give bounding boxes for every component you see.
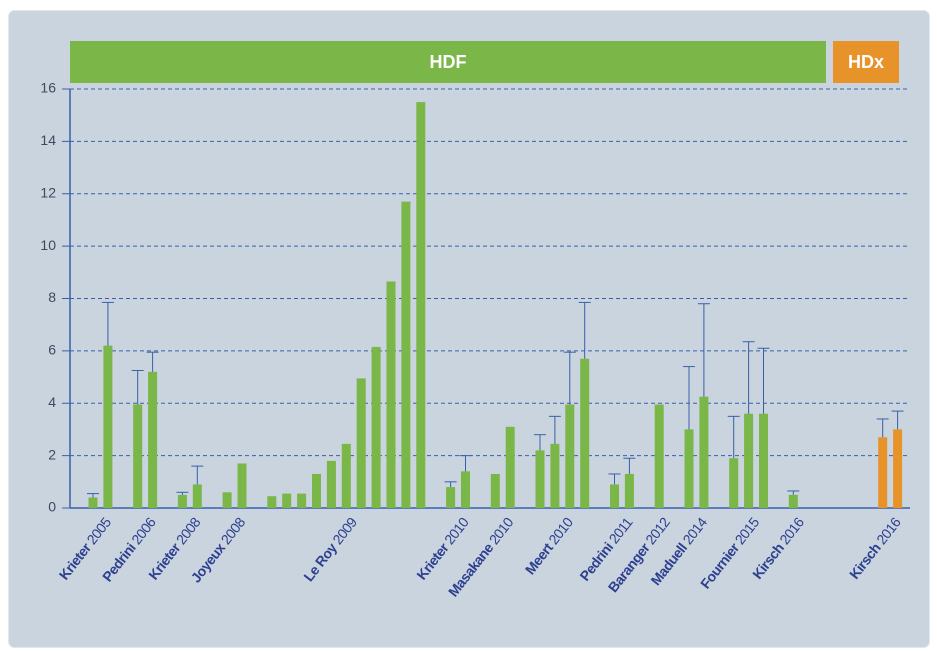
error-bar [876,418,889,438]
bar [88,497,98,508]
error-bar [623,457,636,474]
bar [341,443,351,508]
y-tick-label: 4 [48,394,56,410]
bar [744,413,754,508]
error-bar [608,473,621,485]
bar [148,371,158,508]
bar [490,473,500,508]
bar [312,473,321,508]
error-bar [727,415,740,459]
bar [267,496,277,508]
bar [535,450,545,508]
bar [461,471,470,508]
error-bar [787,490,800,495]
bar [878,437,888,508]
error-bar [131,370,144,405]
section-label: HDx [848,52,884,72]
bar [237,463,247,508]
y-tick-label: 8 [48,289,56,305]
y-tick-label: 10 [40,237,56,253]
y-tick-label: 6 [48,342,56,358]
panel [8,10,930,648]
error-bar [891,410,904,430]
bar [684,429,694,508]
bar [401,201,411,508]
bar [565,404,575,508]
bar [550,443,560,508]
bar [371,346,381,508]
y-tick-label: 2 [48,446,56,462]
bar [624,473,634,508]
error-bar [444,481,457,488]
bar [505,426,515,508]
bar [222,492,232,508]
error-bar [101,301,114,346]
bar [103,345,113,508]
bar [580,358,590,508]
error-bar [87,493,99,498]
error-bar [742,341,755,414]
bar [326,460,336,508]
bar [699,396,709,508]
y-tick-label: 16 [40,80,56,96]
section-header [70,41,826,83]
error-bar [534,434,546,451]
y-tick-label: 0 [48,499,56,515]
error-bar [563,351,576,405]
y-tick-label: 14 [40,132,56,148]
bar [177,494,187,508]
bar [282,493,292,508]
bar [610,484,619,508]
error-bar [146,351,159,372]
error-bar [683,366,695,430]
bar [192,484,202,508]
error-bar [578,301,591,359]
error-bar [757,347,770,414]
bar [297,493,307,508]
error-bar [548,415,561,444]
section-label: HDF [430,52,467,72]
bar [759,413,768,508]
bar [416,102,426,508]
bar [133,404,143,508]
bar [386,281,396,508]
bar [446,487,456,508]
y-tick-label: 12 [40,184,56,200]
bar [729,458,739,508]
bar [788,494,798,508]
bar [356,378,366,508]
bar [654,404,664,508]
error-bar [176,491,189,495]
bar [893,429,903,508]
error-bar [697,303,710,397]
error-bar [459,455,472,472]
section-header [833,41,899,83]
error-bar [191,465,204,485]
